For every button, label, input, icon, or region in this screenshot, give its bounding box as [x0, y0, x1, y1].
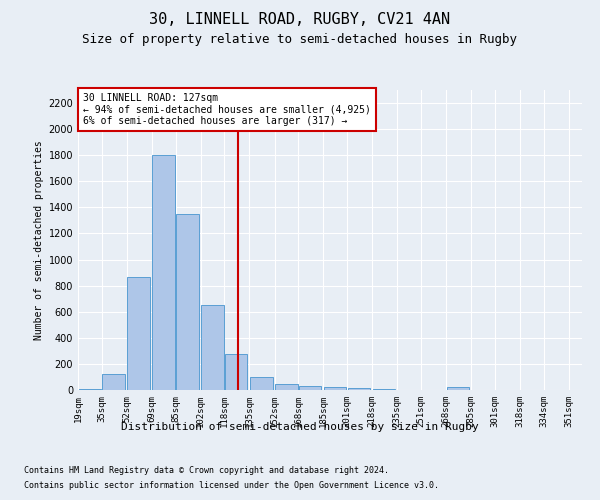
Y-axis label: Number of semi-detached properties: Number of semi-detached properties [34, 140, 44, 340]
Bar [250, 377, 272, 390]
Text: 30 LINNELL ROAD: 127sqm
← 94% of semi-detached houses are smaller (4,925)
6% of : 30 LINNELL ROAD: 127sqm ← 94% of semi-de… [83, 93, 371, 126]
Bar [201, 305, 224, 390]
Bar [225, 354, 247, 390]
Bar [79, 388, 101, 390]
Bar [324, 388, 346, 390]
Bar [127, 276, 150, 390]
Bar [446, 388, 469, 390]
Text: Contains public sector information licensed under the Open Government Licence v3: Contains public sector information licen… [24, 481, 439, 490]
Bar [347, 388, 370, 390]
Text: Contains HM Land Registry data © Crown copyright and database right 2024.: Contains HM Land Registry data © Crown c… [24, 466, 389, 475]
Bar [299, 386, 321, 390]
Text: Distribution of semi-detached houses by size in Rugby: Distribution of semi-detached houses by … [121, 422, 479, 432]
Bar [102, 374, 125, 390]
Bar [176, 214, 199, 390]
Bar [152, 155, 175, 390]
Text: Size of property relative to semi-detached houses in Rugby: Size of property relative to semi-detach… [83, 32, 517, 46]
Text: 30, LINNELL ROAD, RUGBY, CV21 4AN: 30, LINNELL ROAD, RUGBY, CV21 4AN [149, 12, 451, 28]
Bar [275, 384, 298, 390]
